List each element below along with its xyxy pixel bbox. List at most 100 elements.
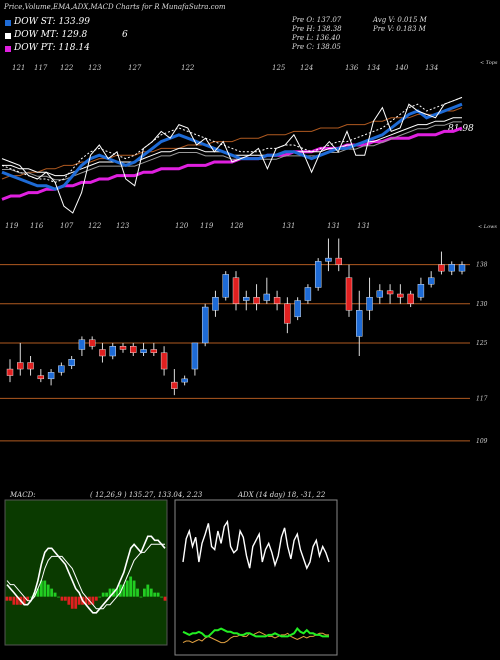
- macd-hist-bar-1: [9, 596, 12, 601]
- ema-top-label-7: 124: [300, 64, 313, 72]
- macd-hist-bar-21: [77, 596, 81, 605]
- lows-label: < Lows: [478, 224, 497, 230]
- macd-hist-bar-35: [125, 580, 129, 597]
- candle-body-37: [386, 290, 394, 295]
- macd-hist-bar-46: [163, 596, 167, 601]
- info-close: Pre C: 138.05: [292, 43, 341, 51]
- adx-panel: [174, 499, 338, 656]
- ema-bottom-label-5: 120: [175, 222, 189, 230]
- candle-body-25: [263, 293, 271, 301]
- macd-hist-bar-11: [43, 580, 47, 597]
- ema-bottom-label-0: 119: [5, 222, 19, 230]
- candle-body-22: [232, 277, 240, 304]
- macd-hist-bar-12: [46, 584, 50, 597]
- macd-hist-bar-40: [142, 588, 146, 597]
- candle-body-8: [88, 339, 96, 347]
- macd-label: MACD:: [10, 491, 36, 499]
- ema-bottom-label-6: 119: [200, 222, 214, 230]
- macd-hist-bar-15: [57, 596, 60, 598]
- macd-hist-bar-7: [29, 596, 33, 598]
- ema-bottom-label-10: 131: [357, 222, 370, 230]
- macd-hist-bar-37: [132, 580, 136, 597]
- macd-hist-bar-30: [108, 588, 112, 597]
- macd-hist-bar-43: [153, 592, 157, 597]
- ema-top-label-10: 140: [395, 64, 409, 72]
- ema-top-label-0: 121: [12, 64, 25, 72]
- candle-body-11: [119, 346, 127, 350]
- price-label-1: 130: [476, 301, 488, 308]
- legend-swatch-pt: [5, 46, 11, 52]
- macd-hist-bar-18: [67, 596, 71, 605]
- ema-top-label-5: 122: [181, 64, 195, 72]
- tops-label: < Tops: [480, 60, 498, 66]
- candle-body-35: [366, 297, 373, 311]
- candle-body-2: [27, 362, 34, 370]
- macd-values: ( 12,26,9 ) 135.27, 133.04, 2.23: [90, 491, 203, 499]
- macd-hist-bar-27: [98, 596, 102, 598]
- candle-body-28: [294, 300, 301, 318]
- ema-bottom-label-3: 122: [88, 222, 102, 230]
- macd-hist-bar-20: [74, 596, 78, 609]
- legend-swatch-mt: [5, 33, 11, 39]
- price-label-0: 138: [476, 262, 488, 269]
- candle-body-34: [356, 310, 363, 337]
- legend-pt: DOW PT: 118.14: [14, 43, 90, 53]
- macd-line-macd: [6, 535, 166, 614]
- ema-bottom-label-2: 107: [60, 222, 74, 230]
- macd-hist-bar-44: [156, 592, 160, 597]
- macd-hist-bar-5: [22, 596, 26, 605]
- price-label-4: 109: [476, 438, 488, 445]
- candle-body-6: [68, 359, 75, 366]
- macd-panel: [4, 499, 168, 646]
- ema-line-dow-st: [1, 102, 463, 191]
- adx-line-plus-di: [182, 627, 329, 638]
- info-avg-volume: Avg V: 0.015 M: [373, 16, 427, 24]
- ema-line-dow-mt-shadow: [2, 121, 462, 181]
- candle-body-7: [78, 339, 86, 350]
- candle-body-42: [438, 264, 445, 272]
- ema-bottom-label-7: 128: [230, 222, 244, 230]
- macd-hist-bar-23: [84, 596, 88, 605]
- candle-body-15: [160, 352, 168, 370]
- candle-body-32: [335, 257, 342, 265]
- info-prev-volume: Pre V: 0.183 M: [373, 25, 426, 33]
- candle-body-17: [181, 378, 188, 383]
- macd-hist-bar-17: [63, 596, 67, 601]
- ema-top-label-8: 136: [345, 64, 359, 72]
- candle-body-41: [427, 277, 435, 285]
- candle-body-40: [417, 284, 425, 298]
- ema-top-label-9: 134: [367, 64, 380, 72]
- chart-title: Price,Volume,EMA,ADX,MACD Charts for R M…: [4, 3, 226, 11]
- macd-hist-bar-34: [122, 584, 126, 597]
- candle-body-38: [397, 293, 404, 298]
- candle-body-23: [243, 297, 250, 301]
- ema-bottom-label-8: 131: [282, 222, 295, 230]
- candle-body-1: [17, 362, 24, 370]
- candle-body-31: [325, 257, 332, 262]
- ema-bottom-label-1: 116: [30, 222, 44, 230]
- ema-line-long: [1, 107, 463, 180]
- macd-hist-bar-25: [91, 596, 95, 605]
- ema-top-label-2: 122: [60, 64, 74, 72]
- candle-body-13: [140, 349, 147, 353]
- candle-body-44: [458, 264, 466, 272]
- macd-hist-bar-2: [12, 596, 16, 605]
- macd-hist-bar-9: [36, 588, 40, 597]
- legend-st: DOW ST: 133.99: [14, 17, 90, 27]
- candle-body-43: [448, 264, 455, 272]
- macd-hist-bar-26: [94, 596, 98, 601]
- candle-body-30: [314, 261, 322, 288]
- candle-body-16: [171, 381, 178, 389]
- macd-hist-bar-33: [118, 584, 122, 597]
- candle-body-24: [253, 297, 260, 304]
- candle-body-0: [6, 368, 14, 376]
- ema-top-label-1: 117: [34, 64, 48, 72]
- info-open: Pre O: 137.07: [292, 16, 342, 24]
- candle-body-14: [150, 349, 158, 353]
- macd-hist-bar-29: [105, 592, 109, 597]
- candle-body-18: [191, 342, 199, 370]
- candle-body-39: [407, 293, 414, 304]
- macd-line-signal: [6, 543, 165, 610]
